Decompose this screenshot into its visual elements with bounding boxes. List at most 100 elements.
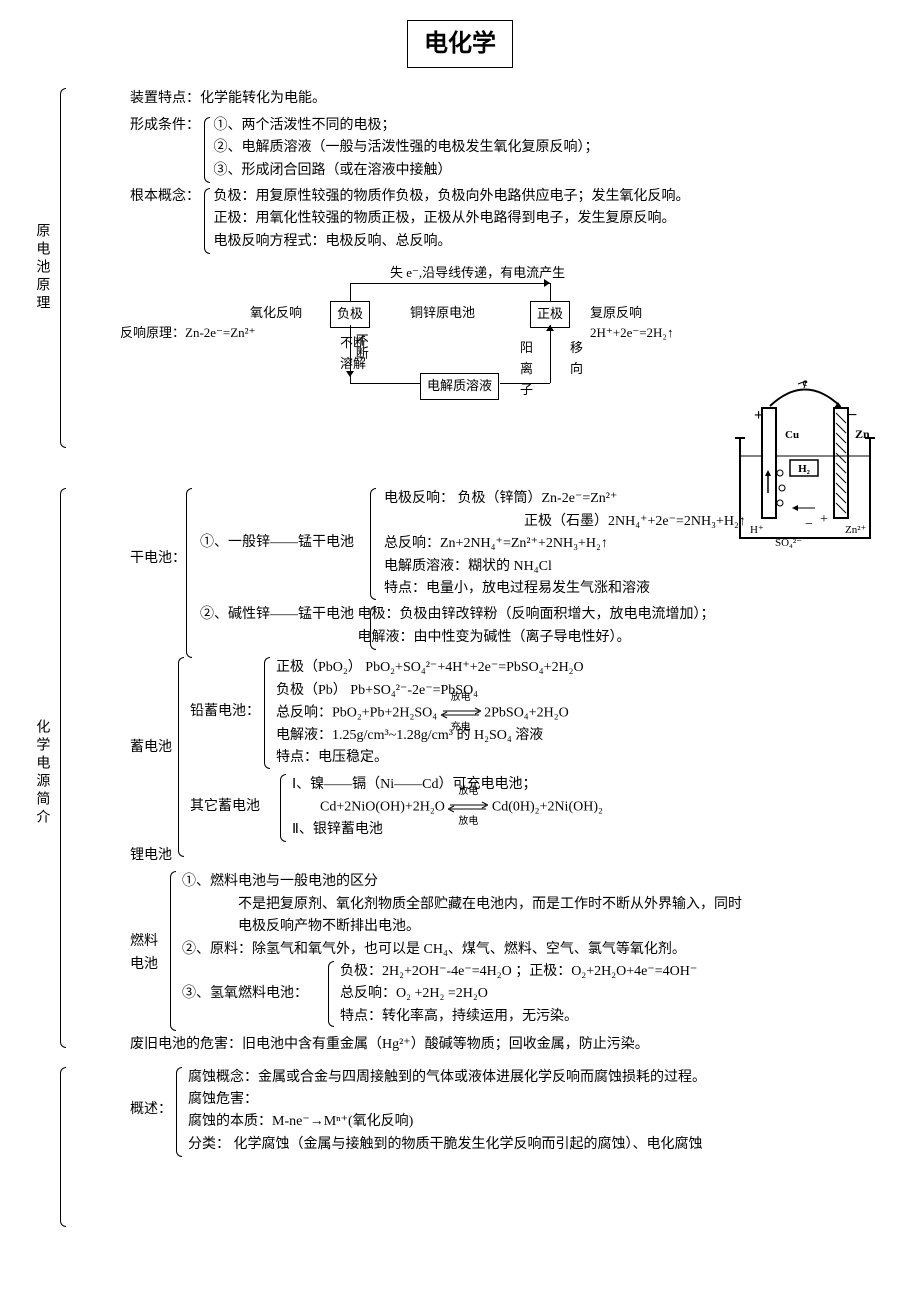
d-ion: 阳离子 [520, 338, 534, 400]
dry2: ②、碱性锌——锰干电池 电极：负极由锌改锌粉（反响面积增大，放电电流增加）； 电… [200, 604, 900, 649]
fc1a: 不是把复原剂、氧化剂物质全部贮藏在电池内，而是工作时不断从外界输入，同时 [182, 894, 900, 916]
ov-r1: 腐蚀概念：金属或合金与四周接触到的气体或液体进展化学反响而腐蚀损耗的过程。 [188, 1067, 900, 1089]
dry1-e1: 电极反响： 负极（锌筒）Zn-2e⁻=Zn²⁺ [384, 488, 900, 510]
arrow-br [550, 325, 551, 383]
oth2: Cd+2NiO(OH)+2H₂O 放电 放电 Cd(0H)₂+2Ni(OH)₂ [292, 796, 900, 819]
brace-s2 [60, 488, 66, 1048]
arrow-top-vl [350, 283, 351, 301]
oth1: Ⅰ、镍——镉（Ni——Cd）可充电电池； [292, 774, 900, 796]
dry-label: 干电池： [130, 548, 186, 570]
c3: 电极反响方程式：电极反响、总反响。 [214, 231, 690, 253]
lead-acid: 铅蓄电池： 正极（PbO₂） PbO₂+SO₄²⁻+4H⁺+2e⁻=PbSO₄+… [190, 657, 900, 769]
dry1-e4: 电解质溶液：糊状的 NH₄Cl [384, 556, 900, 578]
basic-concepts: 根本概念： 负极：用复原性较强的物质作负极，负极向外电路供应电子；发生氧化反响。… [130, 186, 900, 253]
c2: 正极：用氧化性较强的物质正极，正极从外电路得到电子，发生复原反响。 [214, 208, 690, 230]
vlabel-power: 化学电源简介 [30, 719, 52, 827]
pb3: 总反响：PbO₂+Pb+2H₂SO₄ 放电 充电 2PbSO₄+2H₂O [276, 702, 900, 725]
fc3b: 总反响：O₂ +2H₂ =2H₂O [340, 983, 900, 1005]
dry1-e3: 总反响：Zn+2NH₄⁺=Zn²⁺+2NH₃+H₂↑ [384, 533, 900, 555]
box-pos: 正极 [530, 301, 570, 328]
pb1: 正极（PbO₂） PbO₂+SO₄²⁻+4H⁺+2e⁻=PbSO₄+2H₂O [276, 657, 900, 679]
dry2-e1: 电极：负极由锌改锌粉（反响面积增大，放电电流增加）； [358, 604, 715, 626]
pb-label: 铅蓄电池： [190, 701, 260, 723]
fuel-label: 燃料电池 [130, 931, 158, 976]
svg-text:−: − [848, 407, 857, 424]
brace-dry1 [370, 488, 376, 600]
accumulator: 蓄电池 铅蓄电池： 正极（PbO₂） PbO₂+SO₄²⁻+4H⁺+2e⁻=Pb… [130, 657, 900, 841]
f3: ③、形成闭合回路（或在溶液中接触） [214, 160, 599, 182]
d-red: 复原反响 [590, 303, 642, 324]
svg-text:Zn: Zn [855, 427, 870, 441]
forming-label: 形成条件： [130, 115, 200, 137]
d-mid: 铜锌原电池 [410, 303, 475, 324]
d-diss2: 不断溶解 [340, 333, 368, 375]
brace-dry2 [370, 606, 376, 650]
ov-r2: 腐蚀危害： [188, 1089, 900, 1111]
pb4: 电解液：1.25g/cm³~1.28g/cm³ 的 H₂SO₄ 溶液 [276, 725, 900, 747]
overview: 概述： 腐蚀概念：金属或合金与四周接触到的气体或液体进展化学反响而腐蚀损耗的过程… [130, 1067, 900, 1157]
title-text: 电化学 [407, 20, 513, 68]
eq-arrow-icon-2: 放电 放电 [448, 796, 488, 818]
fuel-cell: 燃料电池 ①、燃料电池与一般电池的区分 不是把复原剂、氧化剂物质全部贮藏在电池内… [130, 871, 900, 1028]
ov-r4: 分类： 化学腐蚀（金属与接触到的物质干脆发生化学反响而引起的腐蚀）、电化腐蚀 [188, 1134, 900, 1156]
brace-dry [186, 488, 192, 658]
other-label: 其它蓄电池 [190, 796, 260, 818]
oth3: Ⅱ、银锌蓄电池 [292, 819, 900, 841]
page-title: 电化学 [20, 20, 900, 68]
vlabel-primary: 原电池原理 [30, 223, 52, 313]
d-eq: 2H⁺+2e⁻=2H₂↑ [590, 323, 673, 344]
dry1-label: ①、一般锌——锰干电池 [200, 532, 354, 554]
d-top-text: 失 e⁻,沿导线传递，有电流产生 [390, 263, 565, 284]
arrow-top [350, 283, 550, 284]
lithium: 锂电池 [130, 845, 900, 867]
d-ox: 氧化反响 [250, 303, 302, 324]
brace-fuel [170, 871, 176, 1031]
ah-top [544, 279, 550, 287]
react-label: 反响原理：Zn-2e⁻=Zn²⁺ [120, 323, 255, 344]
dry1: ①、一般锌——锰干电池 电极反响： 负极（锌筒）Zn-2e⁻=Zn²⁺ 正极（石… [200, 488, 900, 600]
f2: ②、电解质溶液（一般与活泼性强的电极发生氧化复原反响）； [214, 137, 599, 159]
brace-s1 [60, 88, 66, 448]
brace-concept [204, 188, 210, 254]
c1: 负极：用复原性较强的物质作负极，负极向外电路供应电子；发生氧化反响。 [214, 186, 690, 208]
fc3c: 特点：转化率高，持续运用，无污染。 [340, 1006, 900, 1028]
concept-label: 根本概念： [130, 186, 200, 208]
box-elyte: 电解质溶液 [420, 373, 499, 400]
brace-forming [204, 117, 210, 183]
brace-acc [178, 657, 184, 857]
pb5: 特点：电压稳定。 [276, 747, 900, 769]
fc1b: 电极反响产物不断排出电池。 [182, 916, 900, 938]
arrow-top-vr [550, 283, 551, 301]
brace-s3-outer [60, 1067, 66, 1227]
box-neg: 负极 [330, 301, 370, 328]
section-corrosion: 概述： 腐蚀概念：金属或合金与四周接触到的气体或液体进展化学反响而腐蚀损耗的过程… [50, 1067, 900, 1187]
brace-fc3 [328, 961, 334, 1027]
acc-label: 蓄电池 [130, 737, 172, 759]
device-feature: 装置特点：化学能转化为电能。 [130, 88, 900, 110]
ov-label: 概述： [130, 1099, 172, 1121]
ov-r3: 腐蚀的本质：M-ne⁻→Mⁿ⁺(氧化反响) [188, 1111, 900, 1133]
dry1-e2: 正极（石墨）2NH₄⁺+2e⁻=2NH₃+H₂↑ [384, 511, 900, 533]
brace-pb [264, 657, 270, 769]
content: 原电池原理 装置特点：化学能转化为电能。 形成条件： ①、两个活泼性不同的电极；… [20, 88, 900, 1186]
fc3: ③、氢氧燃料电池： 负极：2H₂+2OH⁻-4e⁻=4H₂O ；正极：O₂+2H… [182, 961, 900, 1028]
fc1: ①、燃料电池与一般电池的区分 [182, 871, 900, 893]
arrow-bl-h [350, 383, 420, 384]
fc2: ②、原料：除氢气和氧气外，也可以是 CH₄、煤气、燃料、空气、氯气等氧化剂。 [182, 939, 900, 961]
section-power-source: 化学电源简介 干电池： ①、一般锌——锰干电池 电极反响： 负极（锌筒）Zn-2… [50, 488, 900, 1056]
forming-conditions: 形成条件： ①、两个活泼性不同的电极； ②、电解质溶液（一般与活泼性强的电极发生… [130, 115, 900, 182]
dry-cell: 干电池： ①、一般锌——锰干电池 电极反响： 负极（锌筒）Zn-2e⁻=Zn²⁺… [130, 488, 900, 649]
ah-bl [346, 371, 354, 377]
brace-other [280, 774, 286, 842]
svg-text:Cu: Cu [785, 429, 799, 441]
fc3a: 负极：2H₂+2OH⁻-4e⁻=4H₂O ；正极：O₂+2H₂O+4e⁻=4OH… [340, 961, 900, 983]
brace-ov [176, 1067, 182, 1157]
dry2-e2: 电解液：由中性变为碱性（离子导电性好）。 [358, 627, 715, 649]
dry2-label: ②、碱性锌——锰干电池 [200, 607, 354, 622]
other-acc: 其它蓄电池 Ⅰ、镍——镉（Ni——Cd）可充电电池； Cd+2NiO(OH)+2… [190, 774, 900, 842]
dry1-e5: 特点：电量小，放电过程易发生气涨和溶液 [384, 578, 900, 600]
d-move: 移向 [570, 338, 584, 380]
pb2: 负极（Pb） Pb+SO₄²⁻-2e⁻=PbSO₄ [276, 680, 900, 702]
waste-battery: 废旧电池的危害：旧电池中含有重金属（Hg²⁺）酸碱等物质；回收金属，防止污染。 [130, 1034, 900, 1056]
fc3-label: ③、氢氧燃料电池： [182, 983, 308, 1005]
